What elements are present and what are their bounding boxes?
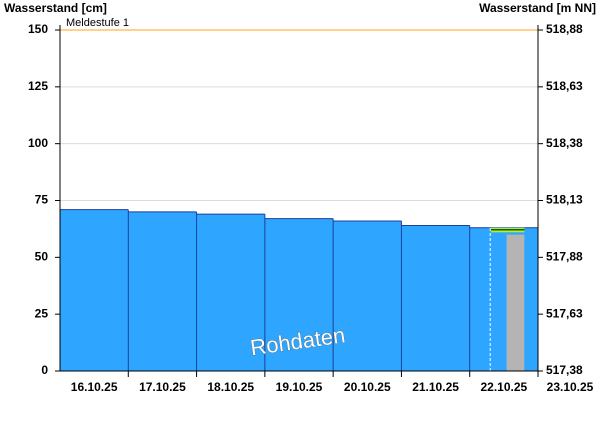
area-segment <box>264 218 334 371</box>
y-tick-label: 150 <box>28 22 48 36</box>
y2-tick-label: 517,38 <box>546 363 583 377</box>
y-tick-label: 0 <box>41 363 48 377</box>
threshold-label: Meldestufe 1 <box>66 17 129 29</box>
y2-axis-title: Wasserstand [m NN] <box>479 1 596 15</box>
y2-tick-label: 518,13 <box>546 193 583 207</box>
forecast-bar <box>506 234 525 371</box>
y2-tick-label: 518,38 <box>546 136 583 150</box>
area-segment <box>333 220 402 371</box>
area-segment <box>401 225 470 371</box>
y2-tick-label: 518,88 <box>546 22 583 36</box>
y2-tick-label: 518,63 <box>546 79 583 93</box>
y-tick-label: 50 <box>35 250 49 264</box>
y-axis-title: Wasserstand [cm] <box>4 1 107 15</box>
x-tick-label: 22.10.25 <box>480 380 527 394</box>
y-tick-label: 125 <box>28 79 48 93</box>
area-segment <box>60 209 129 371</box>
y2-tick-label: 517,88 <box>546 250 583 264</box>
y-tick-label: 25 <box>35 306 49 320</box>
y2-tick-label: 517,63 <box>546 306 583 320</box>
area-segment <box>196 214 265 371</box>
x-tick-label: 23.10.25 <box>547 380 594 394</box>
x-tick-label: 19.10.25 <box>276 380 323 394</box>
x-tick-label: 17.10.25 <box>139 380 186 394</box>
area-segment <box>128 211 197 371</box>
x-tick-label: 18.10.25 <box>207 380 254 394</box>
y-tick-label: 100 <box>28 136 48 150</box>
x-tick-label: 16.10.25 <box>71 380 118 394</box>
area-segment <box>469 227 538 371</box>
y-tick-label: 75 <box>35 193 49 207</box>
x-tick-label: 21.10.25 <box>412 380 459 394</box>
x-tick-label: 20.10.25 <box>344 380 391 394</box>
